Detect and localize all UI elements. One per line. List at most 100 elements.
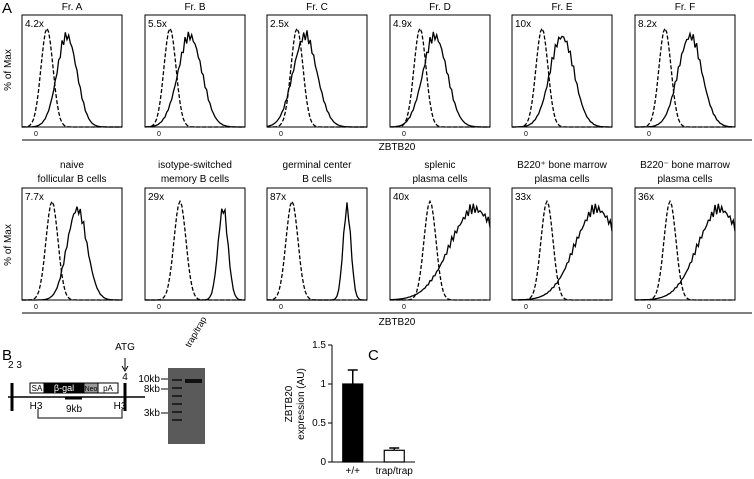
panel-title: B cells xyxy=(302,174,331,185)
panel-title: B220⁺ bone marrow xyxy=(517,160,608,171)
histogram-frame xyxy=(389,187,491,301)
panel-title: plasma cells xyxy=(657,174,712,185)
h3-label: H3 xyxy=(114,401,127,412)
axis-zero: 0 xyxy=(157,304,161,311)
marker-label: 8kb xyxy=(144,384,161,395)
exon-label: 4 xyxy=(122,372,128,383)
isotype-curve xyxy=(512,26,612,128)
panel-title: germinal center xyxy=(283,160,353,171)
panel-title: isotype-switched xyxy=(158,160,232,171)
isotype-curve xyxy=(266,199,367,301)
axis-zero: 0 xyxy=(402,131,406,138)
histogram-frame xyxy=(266,187,368,301)
isotype-curve xyxy=(390,199,490,301)
gene-trap-diagram xyxy=(8,358,145,419)
panel-title: Fr. F xyxy=(675,2,696,13)
zbtb20-curve xyxy=(512,35,612,128)
lane-label: trap/trap xyxy=(183,315,208,349)
axis-zero: 0 xyxy=(279,304,283,311)
zbtb20-curve xyxy=(635,203,736,301)
marker-ticks xyxy=(161,378,168,414)
zbtb20-curve xyxy=(266,30,367,128)
fold-change: 36x xyxy=(638,192,654,203)
histogram-frame xyxy=(144,187,246,301)
axis-zero: 0 xyxy=(524,304,528,311)
y-tick-label: 0 xyxy=(320,457,326,468)
panel-title: Fr. B xyxy=(184,2,205,13)
zbtb20-curve xyxy=(512,203,613,301)
bar xyxy=(342,383,364,463)
panel-title: Fr. C xyxy=(306,2,328,13)
isotype-curve xyxy=(512,199,612,301)
panel-title: plasma cells xyxy=(412,174,467,185)
fold-change: 5.5x xyxy=(148,19,167,30)
panel-title: B220⁻ bone marrow xyxy=(640,160,731,171)
axis-zero: 0 xyxy=(279,131,283,138)
fold-change: 40x xyxy=(393,192,409,203)
atg-label: ATG xyxy=(115,342,135,353)
panel-title: plasma cells xyxy=(534,174,589,185)
fold-change: 4.9x xyxy=(393,19,412,30)
panel-label: C xyxy=(368,347,379,364)
error-bar xyxy=(389,447,400,451)
axis-zero: 0 xyxy=(34,131,38,138)
x-tick-label: +/+ xyxy=(346,466,361,477)
y-axis-label: % of Max xyxy=(3,49,14,91)
exon-label: 2 3 xyxy=(8,360,22,371)
axis-zero: 0 xyxy=(647,131,651,138)
panel-title: follicular B cells xyxy=(38,174,107,185)
isotype-curve xyxy=(635,199,735,301)
y-tick-label: 0.5 xyxy=(312,418,326,429)
sa-label: SA xyxy=(32,384,43,393)
fragment-label: 9kb xyxy=(66,404,83,415)
marker-label: 10kb xyxy=(138,374,160,385)
panel-title: Fr. D xyxy=(429,2,451,13)
histogram-frame xyxy=(144,14,246,128)
fold-change: 33x xyxy=(515,192,531,203)
y-axis-label: % of Max xyxy=(3,224,14,266)
histogram-frame xyxy=(389,14,491,128)
histogram-frame xyxy=(511,14,613,128)
histogram-frame xyxy=(21,14,123,128)
gel-bands xyxy=(172,379,202,421)
x-tick-label: trap/trap xyxy=(376,466,414,477)
fold-change: 2.5x xyxy=(270,19,289,30)
isotype-curve xyxy=(145,199,245,301)
histogram-frame xyxy=(634,187,736,301)
isotype-curve xyxy=(635,26,735,128)
fold-change: 4.2x xyxy=(25,19,44,30)
panel-label: A xyxy=(2,0,12,17)
histogram-frame xyxy=(511,187,613,301)
histogram-frame xyxy=(266,14,368,128)
axis-zero: 0 xyxy=(524,131,528,138)
zbtb20-curve xyxy=(22,206,122,301)
zbtb20-curve xyxy=(390,203,491,301)
panel-title: Fr. E xyxy=(551,2,572,13)
fold-change: 7.7x xyxy=(25,192,44,203)
neo-label: Neo xyxy=(85,386,98,393)
h3-label: H3 xyxy=(30,401,43,412)
x-axis-label: ZBTB20 xyxy=(379,142,416,153)
axis-zero: 0 xyxy=(647,304,651,311)
bgal-label: β-gal xyxy=(54,383,74,393)
marker-label: 3kb xyxy=(144,408,161,419)
axis-zero: 0 xyxy=(157,131,161,138)
isotype-curve xyxy=(21,26,122,128)
isotype-curve xyxy=(22,199,122,301)
panel-title: memory B cells xyxy=(161,174,229,185)
fold-change: 10x xyxy=(515,19,531,30)
zbtb20-curve xyxy=(145,31,245,128)
axis-zero: 0 xyxy=(34,304,38,311)
x-axis-label: ZBTB20 xyxy=(379,317,416,328)
y-axis-label: ZBTB20 xyxy=(284,385,295,422)
fold-change: 87x xyxy=(270,192,286,203)
panel-title: Fr. A xyxy=(62,2,83,13)
bar xyxy=(383,449,405,463)
axis-zero: 0 xyxy=(402,304,406,311)
zbtb20-curve xyxy=(267,202,367,301)
zbtb20-curve xyxy=(22,32,122,128)
panel-label: B xyxy=(2,347,12,364)
error-bar xyxy=(347,369,358,384)
panel-title: splenic xyxy=(424,160,455,171)
